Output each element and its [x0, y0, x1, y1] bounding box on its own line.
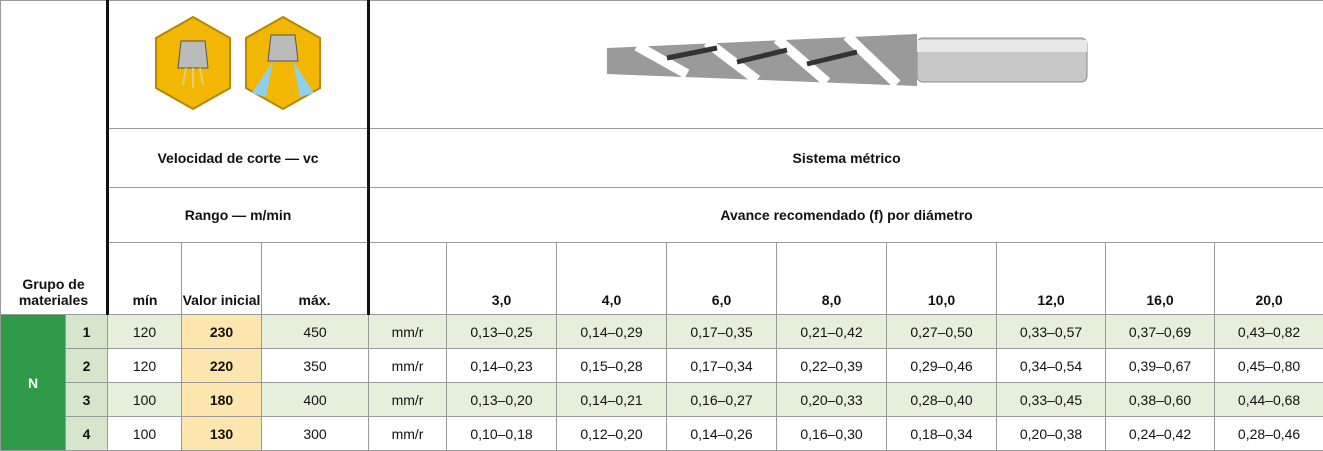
feed-value: 0,28–0,40 — [887, 383, 997, 417]
min-speed: 120 — [108, 315, 182, 349]
feed-value: 0,14–0,26 — [667, 417, 777, 451]
diameter-header: 4,0 — [557, 243, 667, 315]
row-number: 2 — [66, 349, 108, 383]
coolant-icons — [108, 1, 369, 129]
feed-value: 0,18–0,34 — [887, 417, 997, 451]
row-number: 1 — [66, 315, 108, 349]
feed-value: 0,34–0,54 — [997, 349, 1106, 383]
diameter-header: 16,0 — [1106, 243, 1215, 315]
diameter-header: 12,0 — [997, 243, 1106, 315]
feed-value: 0,21–0,42 — [777, 315, 887, 349]
min-speed: 100 — [108, 417, 182, 451]
unit: mm/r — [369, 383, 447, 417]
initial-speed: 230 — [182, 315, 262, 349]
diameter-header: 6,0 — [667, 243, 777, 315]
feed-value: 0,44–0,68 — [1215, 383, 1323, 417]
row-number: 3 — [66, 383, 108, 417]
max-speed: 300 — [262, 417, 369, 451]
feed-value: 0,12–0,20 — [557, 417, 667, 451]
feed-value: 0,37–0,69 — [1106, 315, 1215, 349]
group-header: Grupo de materiales — [1, 1, 108, 315]
feed-value: 0,43–0,82 — [1215, 315, 1323, 349]
feed-value: 0,14–0,21 — [557, 383, 667, 417]
feed-value: 0,24–0,42 — [1106, 417, 1215, 451]
drill — [597, 18, 1097, 108]
unit-header — [369, 243, 447, 315]
max-speed: 400 — [262, 383, 369, 417]
feed-value: 0,14–0,29 — [557, 315, 667, 349]
feed-value: 0,29–0,46 — [887, 349, 997, 383]
drill-image — [369, 1, 1323, 129]
min-speed: 120 — [108, 349, 182, 383]
column-header: mín — [108, 243, 182, 315]
feed-value: 0,33–0,45 — [997, 383, 1106, 417]
diameter-header: 10,0 — [887, 243, 997, 315]
feed-value: 0,22–0,39 — [777, 349, 887, 383]
diameter-header: 8,0 — [777, 243, 887, 315]
feed-value: 0,10–0,18 — [447, 417, 557, 451]
column-header: Valor inicial — [182, 243, 262, 315]
initial-speed: 220 — [182, 349, 262, 383]
feed-value: 0,17–0,35 — [667, 315, 777, 349]
feed-value: 0,13–0,25 — [447, 315, 557, 349]
column-header: máx. — [262, 243, 369, 315]
row-number: 4 — [66, 417, 108, 451]
velocity-header: Velocidad de corte — vc — [108, 129, 369, 188]
max-speed: 450 — [262, 315, 369, 349]
initial-speed: 130 — [182, 417, 262, 451]
feed-value: 0,17–0,34 — [667, 349, 777, 383]
min-speed: 100 — [108, 383, 182, 417]
material-group: N — [1, 315, 66, 451]
feed-value: 0,16–0,30 — [777, 417, 887, 451]
initial-speed: 180 — [182, 383, 262, 417]
system-header: Sistema métrico — [369, 129, 1323, 188]
diameter-header: 3,0 — [447, 243, 557, 315]
feed-value: 0,16–0,27 — [667, 383, 777, 417]
unit: mm/r — [369, 349, 447, 383]
feed-value: 0,27–0,50 — [887, 315, 997, 349]
diameter-header: 20,0 — [1215, 243, 1323, 315]
feed-value: 0,13–0,20 — [447, 383, 557, 417]
max-speed: 350 — [262, 349, 369, 383]
unit: mm/r — [369, 315, 447, 349]
feed-value: 0,39–0,67 — [1106, 349, 1215, 383]
feed-value: 0,33–0,57 — [997, 315, 1106, 349]
feed-value: 0,15–0,28 — [557, 349, 667, 383]
feed-value: 0,28–0,46 — [1215, 417, 1323, 451]
feed-value: 0,14–0,23 — [447, 349, 557, 383]
feed-value: 0,20–0,38 — [997, 417, 1106, 451]
feed-value: 0,45–0,80 — [1215, 349, 1323, 383]
range-header: Rango — m/min — [108, 188, 369, 243]
feed-value: 0,38–0,60 — [1106, 383, 1215, 417]
feed-header: Avance recomendado (f) por diámetro — [369, 188, 1323, 243]
feed-value: 0,20–0,33 — [777, 383, 887, 417]
icons — [148, 13, 328, 113]
unit: mm/r — [369, 417, 447, 451]
